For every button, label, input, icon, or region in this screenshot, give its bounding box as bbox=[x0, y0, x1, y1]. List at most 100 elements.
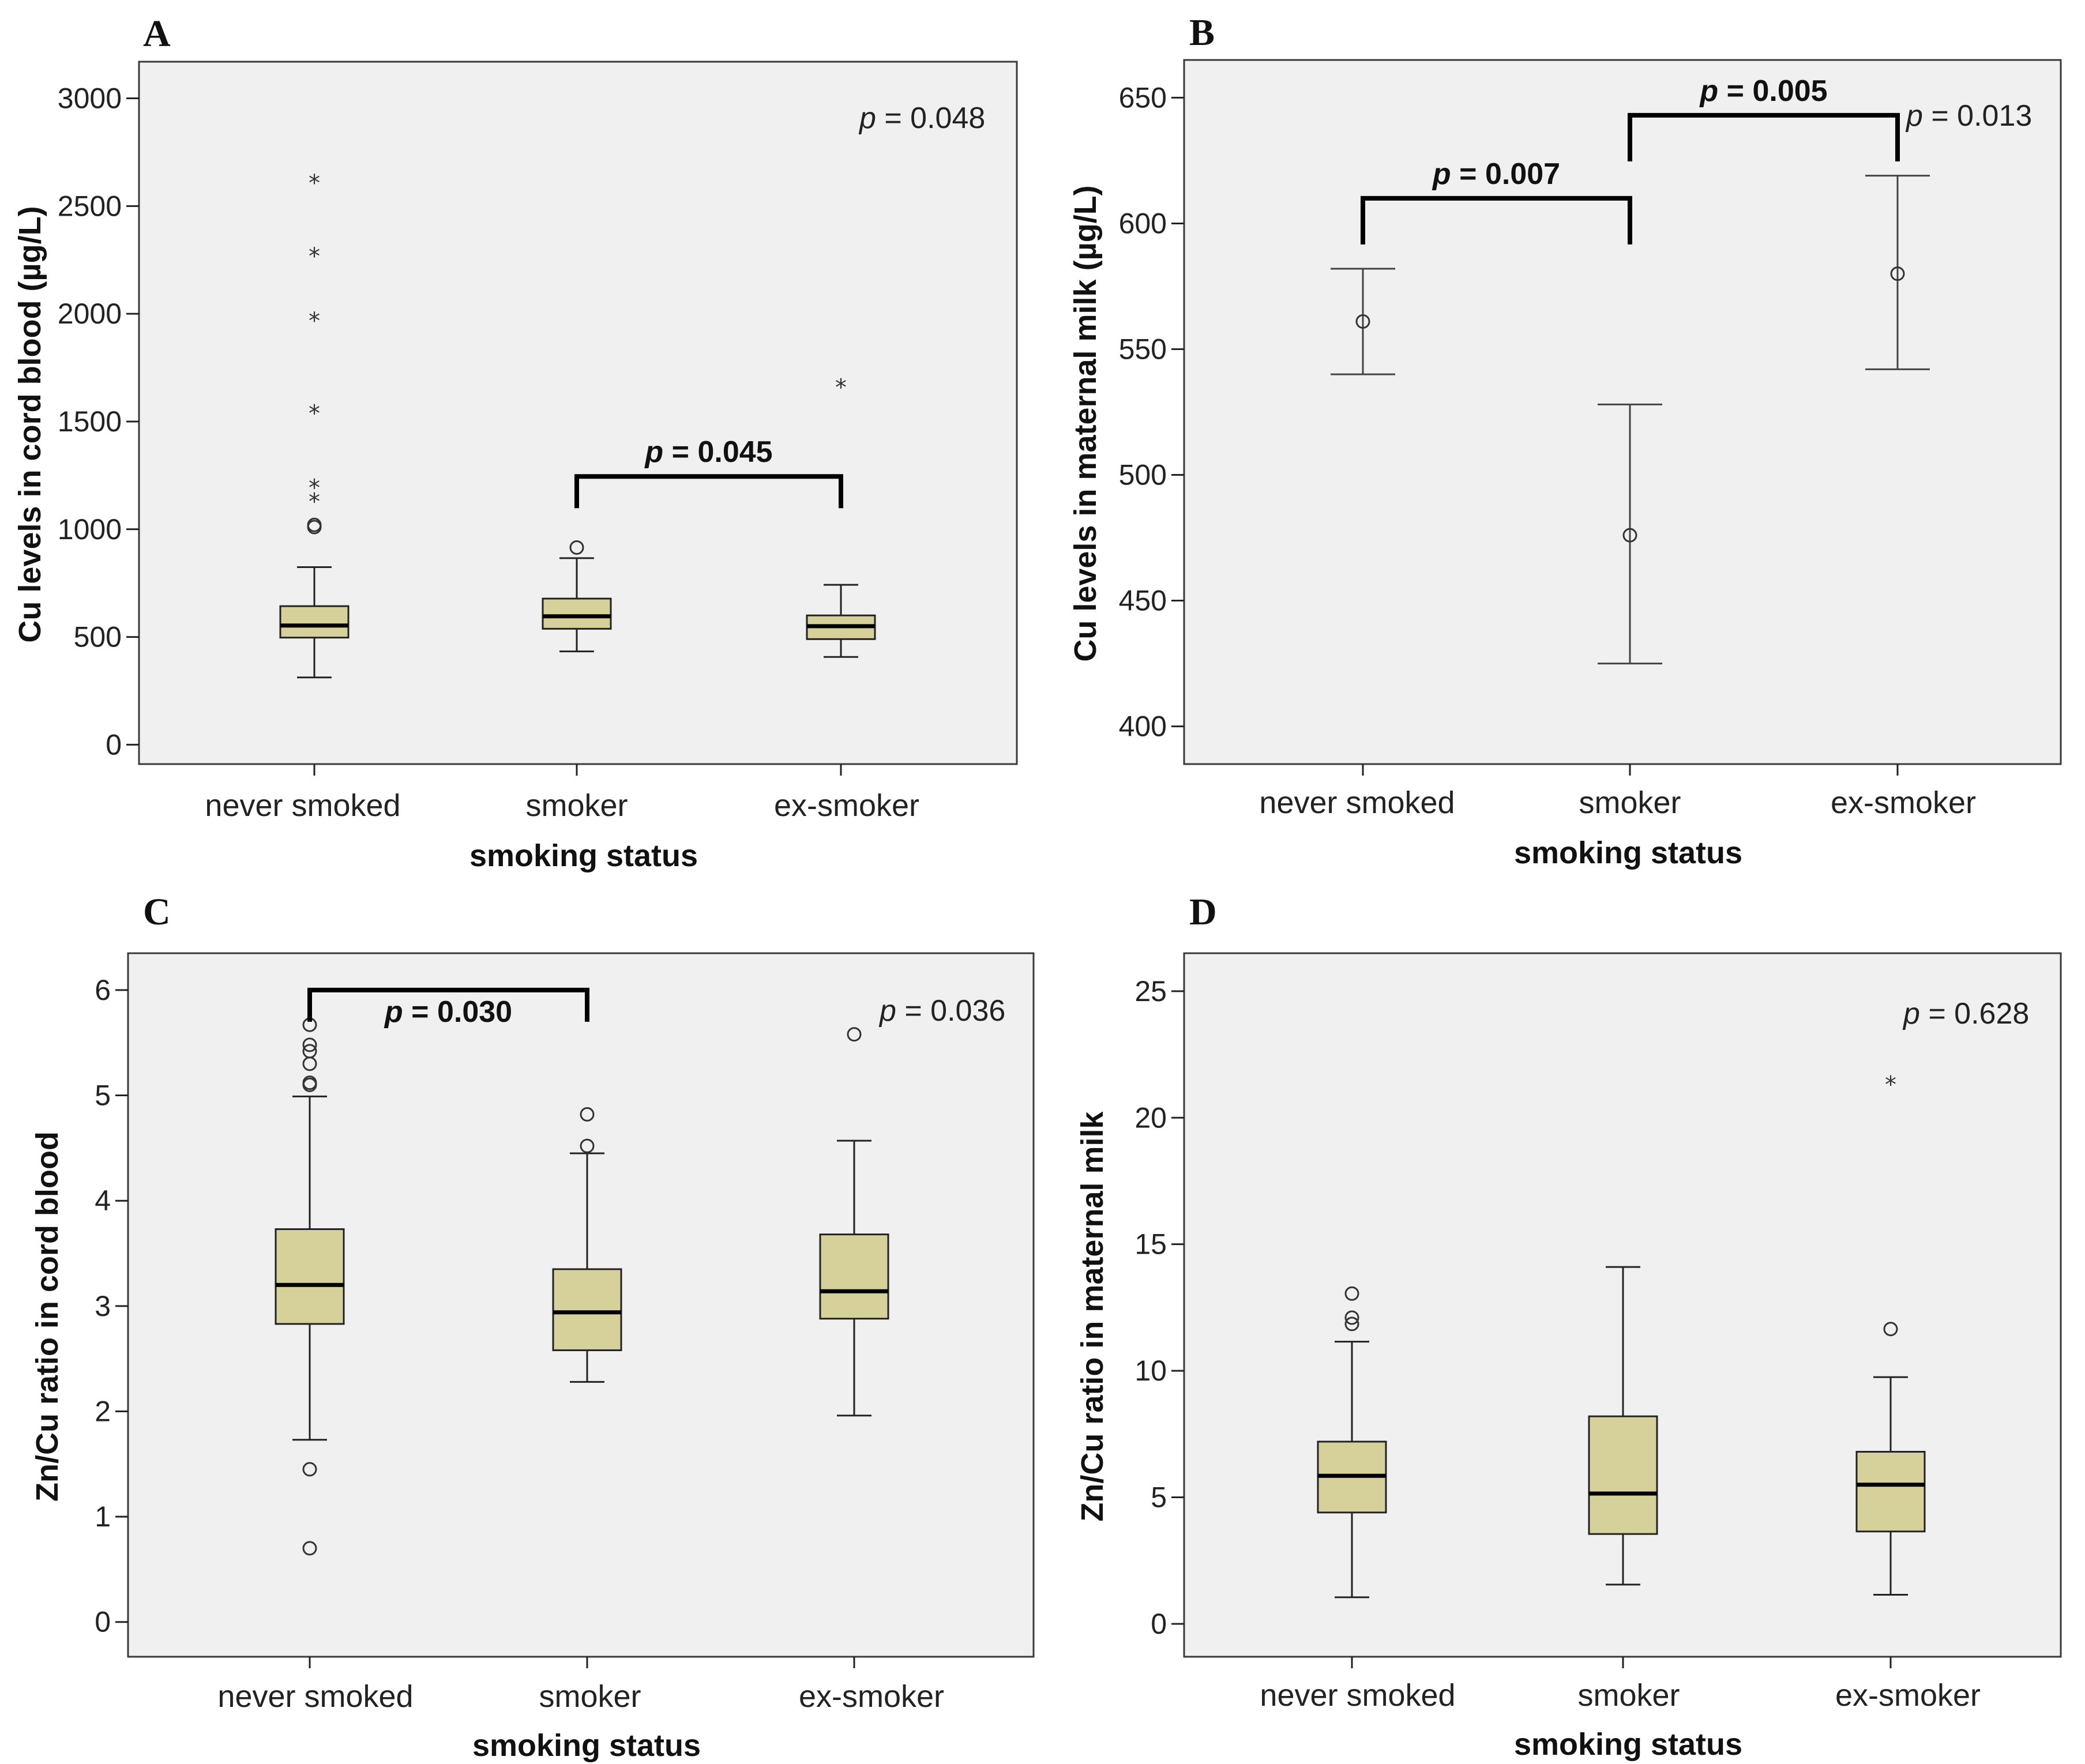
outlier-point bbox=[847, 1027, 862, 1042]
extreme-point: * bbox=[309, 489, 320, 516]
comparison-p-value: p = 0.005 bbox=[1699, 74, 1827, 108]
comparison-p-value: p = 0.007 bbox=[1432, 157, 1560, 191]
y-tick-label: 6 bbox=[95, 974, 111, 1006]
panel-label: A bbox=[143, 13, 171, 55]
p-symbol: p bbox=[878, 994, 896, 1028]
outlier-point bbox=[302, 1037, 317, 1052]
y-tick-label: 400 bbox=[1119, 710, 1167, 743]
p-value: = 0.005 bbox=[1718, 74, 1827, 108]
panel-label: C bbox=[143, 891, 171, 933]
y-tick-label: 1500 bbox=[58, 405, 122, 438]
p-symbol: p bbox=[858, 101, 876, 135]
extreme-point: * bbox=[309, 308, 320, 334]
outlier-point bbox=[302, 1541, 317, 1556]
box-ex-smoker bbox=[819, 1233, 889, 1320]
x-axis-title: smoking status bbox=[472, 1728, 701, 1763]
y-tick-label: 25 bbox=[1134, 975, 1167, 1007]
x-tick-label: ex-smoker bbox=[799, 1679, 944, 1714]
outlier-point bbox=[1344, 1317, 1359, 1332]
y-tick-label: 1000 bbox=[58, 513, 122, 546]
x-tick-label: never smoked bbox=[1260, 1678, 1455, 1713]
extreme-point: * bbox=[309, 170, 320, 197]
comparison-p-value: p = 0.030 bbox=[384, 995, 512, 1029]
y-axis-title: Cu levels in cord blood (µg/L) bbox=[13, 206, 47, 642]
plot-area bbox=[138, 61, 1018, 765]
outlier-point bbox=[580, 1138, 595, 1153]
p-symbol: p bbox=[1902, 997, 1920, 1030]
comparison-p-value: p = 0.045 bbox=[644, 435, 772, 469]
y-tick-label: 3000 bbox=[58, 82, 122, 115]
outlier-point bbox=[302, 1044, 317, 1059]
y-tick-label: 0 bbox=[106, 728, 122, 761]
mean-point bbox=[1890, 266, 1905, 281]
overall-p-value: p = 0.048 bbox=[858, 101, 985, 135]
box-never-smoked bbox=[279, 605, 350, 639]
y-tick-label: 450 bbox=[1119, 585, 1167, 617]
x-tick-label: smoker bbox=[525, 788, 628, 823]
extreme-point: * bbox=[309, 243, 320, 270]
y-tick-label: 550 bbox=[1119, 333, 1167, 365]
p-value: = 0.030 bbox=[403, 995, 512, 1029]
p-symbol: p bbox=[1432, 157, 1451, 191]
y-tick-label: 10 bbox=[1134, 1355, 1167, 1387]
chart-panel-d: D 0 5 10 15 20 25 never smoked smoker ex-smoker sm… bbox=[1075, 891, 2062, 1762]
extreme-point: * bbox=[309, 401, 320, 427]
x-axis-title: smoking status bbox=[1514, 836, 1742, 870]
significance-bracket bbox=[1361, 195, 1632, 245]
significance-bracket bbox=[574, 474, 843, 509]
outlier-point bbox=[302, 1462, 317, 1477]
outlier-point bbox=[569, 540, 584, 555]
y-tick-label: 2500 bbox=[58, 190, 122, 222]
y-tick-label: 1 bbox=[95, 1500, 111, 1533]
outlier-point bbox=[302, 1075, 317, 1090]
y-axis-title: Zn/Cu ratio in maternal milk bbox=[1075, 1111, 1110, 1521]
x-tick-label: smoker bbox=[1579, 785, 1681, 820]
panel-label: B bbox=[1189, 12, 1215, 54]
x-tick-label: never smoked bbox=[205, 788, 400, 823]
p-value: = 0.013 bbox=[1923, 99, 2032, 133]
box-never-smoked bbox=[275, 1228, 345, 1325]
overall-p-value: p = 0.628 bbox=[1902, 997, 2029, 1030]
p-symbol: p bbox=[1905, 99, 1923, 133]
mean-point bbox=[1622, 528, 1637, 543]
chart-panel-c: C 0 1 2 3 4 5 6 never smoked smoker ex-smoker smoki… bbox=[30, 891, 1035, 1763]
x-tick-label: ex-smoker bbox=[1831, 785, 1976, 820]
y-tick-label: 4 bbox=[95, 1184, 111, 1217]
p-symbol: p bbox=[1699, 74, 1718, 108]
x-tick-label: ex-smoker bbox=[774, 788, 919, 823]
outlier-point bbox=[1344, 1310, 1359, 1325]
y-tick-label: 0 bbox=[1151, 1608, 1167, 1640]
x-axis-title: smoking status bbox=[1514, 1727, 1742, 1762]
box-smoker bbox=[542, 597, 612, 630]
x-axis-title: smoking status bbox=[469, 838, 698, 873]
overall-p-value: p = 0.013 bbox=[1905, 99, 2032, 133]
y-tick-label: 20 bbox=[1134, 1101, 1167, 1134]
p-value: = 0.007 bbox=[1451, 157, 1560, 191]
p-symbol: p bbox=[644, 435, 663, 469]
x-tick-label: smoker bbox=[539, 1679, 641, 1714]
y-tick-label: 5 bbox=[95, 1080, 111, 1112]
x-tick-label: never smoked bbox=[217, 1679, 413, 1714]
extreme-point: * bbox=[1885, 1071, 1896, 1098]
y-tick-label: 2 bbox=[95, 1395, 111, 1427]
y-tick-label: 500 bbox=[1119, 459, 1167, 491]
p-value: = 0.045 bbox=[663, 435, 772, 469]
significance-bracket bbox=[1628, 112, 1900, 161]
mean-point bbox=[1355, 314, 1370, 329]
y-axis-title: Zn/Cu ratio in cord blood bbox=[30, 1131, 65, 1502]
chart-panel-a: A 0 500 1000 1500 2000 2500 3000 never smoked smo… bbox=[13, 13, 1018, 873]
box-ex-smoker bbox=[1855, 1451, 1926, 1533]
box-smoker bbox=[1588, 1415, 1658, 1535]
overall-p-value: p = 0.036 bbox=[878, 994, 1005, 1028]
y-tick-label: 0 bbox=[95, 1606, 111, 1638]
box-smoker bbox=[552, 1268, 622, 1352]
p-value: = 0.628 bbox=[1920, 997, 2029, 1030]
outlier-point bbox=[1883, 1322, 1898, 1337]
y-tick-label: 650 bbox=[1119, 81, 1167, 114]
y-tick-label: 15 bbox=[1134, 1228, 1167, 1261]
panel-label: D bbox=[1189, 891, 1217, 933]
y-axis-title: Cu levels in maternal milk (µg/L) bbox=[1068, 185, 1103, 661]
significance-bracket bbox=[307, 987, 589, 1022]
x-tick-label: ex-smoker bbox=[1835, 1678, 1981, 1713]
